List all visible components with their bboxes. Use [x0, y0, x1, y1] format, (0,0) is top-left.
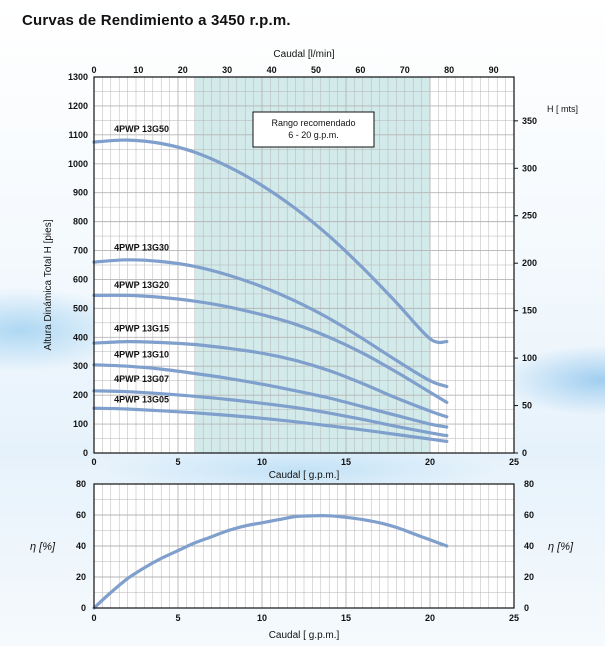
- efficiency-left-axis-label: η [%]: [30, 541, 56, 553]
- x2-tick-label: 50: [311, 65, 321, 75]
- efficiency-y2-tick-label: 80: [524, 479, 534, 489]
- y-tick-label: 500: [73, 303, 88, 313]
- y2-tick-label: 150: [522, 306, 537, 316]
- head-curve-4pwp-13g05: [92, 406, 449, 443]
- x-tick-label: 15: [341, 457, 351, 467]
- efficiency-y-tick-label: 20: [76, 572, 86, 582]
- x2-tick-label: 80: [444, 65, 454, 75]
- head-chart-frame: [93, 76, 515, 454]
- y-tick-label: 1000: [68, 159, 88, 169]
- y-tick-label: 600: [73, 274, 88, 284]
- recommended-range-text: 6 - 20 g.p.m.: [288, 130, 339, 140]
- series-label: 4PWP 13G15: [114, 324, 169, 334]
- efficiency-right-axis-label: η [%]: [548, 541, 574, 553]
- head-chart: 4PWP 13G50 4PWP 13G30 4PWP 13G20 4PWP 13G15…: [43, 49, 578, 481]
- efficiency-y2-tick-label: 40: [524, 541, 534, 551]
- efficiency-y-tick-label: 60: [76, 510, 86, 520]
- head-curves: [92, 138, 449, 443]
- head-curve-labels: 4PWP 13G50 4PWP 13G30 4PWP 13G20 4PWP 13G15…: [114, 124, 169, 404]
- x2-tick-label: 10: [133, 65, 143, 75]
- y-tick-label: 800: [73, 217, 88, 227]
- page-title: Curvas de Rendimiento a 3450 r.p.m.: [22, 12, 291, 29]
- efficiency-x-tick-label: 5: [175, 613, 180, 623]
- y-tick-label: 200: [73, 390, 88, 400]
- recommended-range-box-border: [252, 111, 375, 148]
- series-label: 4PWP 13G10: [114, 350, 169, 360]
- flow-lmin-axis-label: Caudal [l/min]: [273, 49, 334, 60]
- y2-tick-label: 250: [522, 211, 537, 221]
- x2-tick-label: 60: [355, 65, 365, 75]
- x-tick-label: 20: [425, 457, 435, 467]
- series-label: 4PWP 13G05: [114, 394, 169, 404]
- efficiency-y2-tick-label: 0: [524, 603, 529, 613]
- efficiency-y-tick-label: 80: [76, 479, 86, 489]
- efficiency-curves: [92, 514, 449, 610]
- head-feet-axis-label: Altura Dinámica Total H [pies]: [43, 219, 54, 350]
- x2-tick-label: 0: [91, 65, 96, 75]
- recommended-range-text: Rango recomendado: [271, 118, 355, 128]
- y-tick-label: 0: [83, 448, 88, 458]
- y-tick-label: 1300: [68, 72, 88, 82]
- series-label: 4PWP 13G50: [114, 124, 169, 134]
- y2-tick-label: 50: [522, 401, 532, 411]
- x2-tick-label: 40: [267, 65, 277, 75]
- efficiency-y2-tick-label: 60: [524, 510, 534, 520]
- flow-gpm-axis-label: Caudal [ g.p.m.]: [269, 470, 340, 481]
- efficiency-x-tick-label: 15: [341, 613, 351, 623]
- y-tick-label: 900: [73, 188, 88, 198]
- x-tick-label: 25: [509, 457, 519, 467]
- head-curve-4pwp-13g10: [92, 363, 449, 429]
- y-tick-label: 400: [73, 332, 88, 342]
- efficiency-x-tick-label: 20: [425, 613, 435, 623]
- x2-tick-label: 30: [222, 65, 232, 75]
- y-tick-label: 100: [73, 419, 88, 429]
- head-curve-4pwp-13g50: [92, 138, 449, 345]
- efficiency-x-tick-label: 25: [509, 613, 519, 623]
- efficiency-x-tick-label: 0: [91, 613, 96, 623]
- series-label: 4PWP 13G07: [114, 374, 169, 384]
- x-tick-label: 5: [175, 457, 180, 467]
- head-chart-ticks: 0100200300400500600700800900100011001200…: [68, 65, 537, 467]
- efficiency-x-tick-label: 10: [257, 613, 267, 623]
- head-curve-4pwp-13g20: [92, 293, 449, 404]
- y-tick-label: 1200: [68, 101, 88, 111]
- efficiency-flow-axis-label: Caudal [ g.p.m.]: [269, 630, 340, 641]
- y-tick-label: 700: [73, 246, 88, 256]
- efficiency-y-tick-label: 0: [81, 603, 86, 613]
- x2-tick-label: 20: [178, 65, 188, 75]
- y2-tick-label: 350: [522, 116, 537, 126]
- x-tick-label: 0: [91, 457, 96, 467]
- y-tick-label: 1100: [68, 130, 88, 140]
- x2-tick-label: 70: [400, 65, 410, 75]
- efficiency-y2-tick-label: 20: [524, 572, 534, 582]
- y2-tick-label: 200: [522, 258, 537, 268]
- y2-tick-label: 100: [522, 353, 537, 363]
- series-label: 4PWP 13G30: [114, 243, 169, 253]
- efficiency-chart-frame: [93, 483, 515, 609]
- head-meters-axis-label: H [ mts]: [547, 104, 578, 114]
- efficiency-curve: [92, 514, 449, 610]
- series-label: 4PWP 13G20: [114, 280, 169, 290]
- head-curve-4pwp-13g07: [92, 389, 449, 438]
- head-curve-4pwp-13g30: [92, 258, 449, 389]
- y2-tick-label: 0: [522, 448, 527, 458]
- efficiency-y-tick-label: 40: [76, 541, 86, 551]
- head-curve-4pwp-13g15: [92, 339, 449, 419]
- x-tick-label: 10: [257, 457, 267, 467]
- y-tick-label: 300: [73, 361, 88, 371]
- x2-tick-label: 90: [489, 65, 499, 75]
- y2-tick-label: 300: [522, 163, 537, 173]
- recommended-range-box: Rango recomendado 6 - 20 g.p.m.: [252, 111, 375, 148]
